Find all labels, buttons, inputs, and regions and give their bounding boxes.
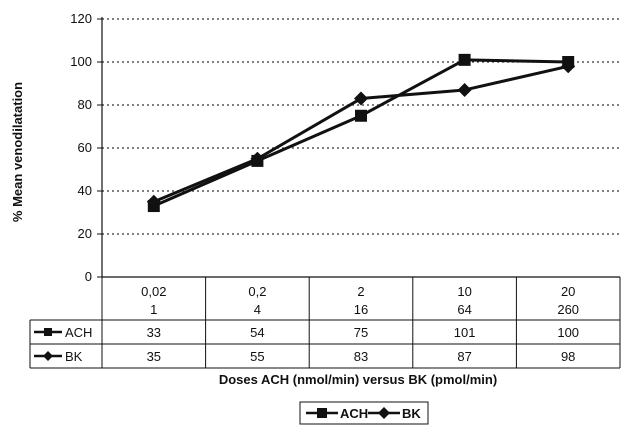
data-label: 87 <box>457 349 471 364</box>
y-tick-label: 120 <box>70 11 92 26</box>
point-bk <box>561 59 576 74</box>
table-series-name: ACH <box>65 325 92 340</box>
category-label: 4 <box>254 302 261 317</box>
category-label: 64 <box>457 302 471 317</box>
data-label: 83 <box>354 349 368 364</box>
y-tick-label: 20 <box>78 226 92 241</box>
category-label: 10 <box>457 284 471 299</box>
y-tick-label: 40 <box>78 183 92 198</box>
point-bk <box>457 82 472 97</box>
legend-box <box>299 401 429 425</box>
y-axis-ticks: 0 20 40 60 80 100 120 <box>70 11 102 284</box>
category-label: 2 <box>357 284 364 299</box>
data-label: 101 <box>454 325 476 340</box>
point-bk <box>250 151 265 166</box>
y-tick-label: 60 <box>78 140 92 155</box>
table-key-marker <box>44 328 52 336</box>
series-layer <box>146 53 576 213</box>
point-ach <box>355 109 367 122</box>
table-series-name: BK <box>65 349 83 364</box>
series-line-bk <box>153 64 569 204</box>
y-tick-label: 0 <box>85 269 92 284</box>
category-label: 1 <box>150 302 157 317</box>
point-ach <box>458 53 471 66</box>
data-label: 55 <box>250 349 264 364</box>
gridlines <box>102 18 620 235</box>
data-label: 100 <box>557 325 579 340</box>
legend-label: BK <box>402 406 421 421</box>
category-label: 16 <box>354 302 368 317</box>
legend-label: ACH <box>340 406 368 421</box>
table-key-marker <box>43 351 53 361</box>
y-tick-label: 100 <box>70 54 92 69</box>
category-label: 0,02 <box>141 284 166 299</box>
y-axis-label: % Mean venodilatation <box>10 82 25 222</box>
legend-marker <box>378 407 390 419</box>
data-label: 54 <box>250 325 264 340</box>
legend-marker <box>317 408 327 418</box>
point-bk <box>354 91 368 106</box>
data-table: 0,02 1 0,2 4 2 16 10 64 20 260 ACH 33 54 75 101 100 BK 35… <box>29 277 621 369</box>
data-label: 98 <box>561 349 575 364</box>
y-tick-label: 80 <box>78 97 92 112</box>
axes <box>101 17 620 278</box>
data-label: 35 <box>147 349 161 364</box>
category-label: 0,2 <box>248 284 266 299</box>
data-label: 33 <box>147 325 161 340</box>
legend: ACH BK <box>299 401 429 425</box>
point-bk <box>146 194 161 209</box>
data-label: 75 <box>354 325 368 340</box>
x-axis-label: Doses ACH (nmol/min) versus BK (pmol/min… <box>219 372 497 387</box>
category-label: 20 <box>561 284 575 299</box>
category-label: 260 <box>557 302 579 317</box>
